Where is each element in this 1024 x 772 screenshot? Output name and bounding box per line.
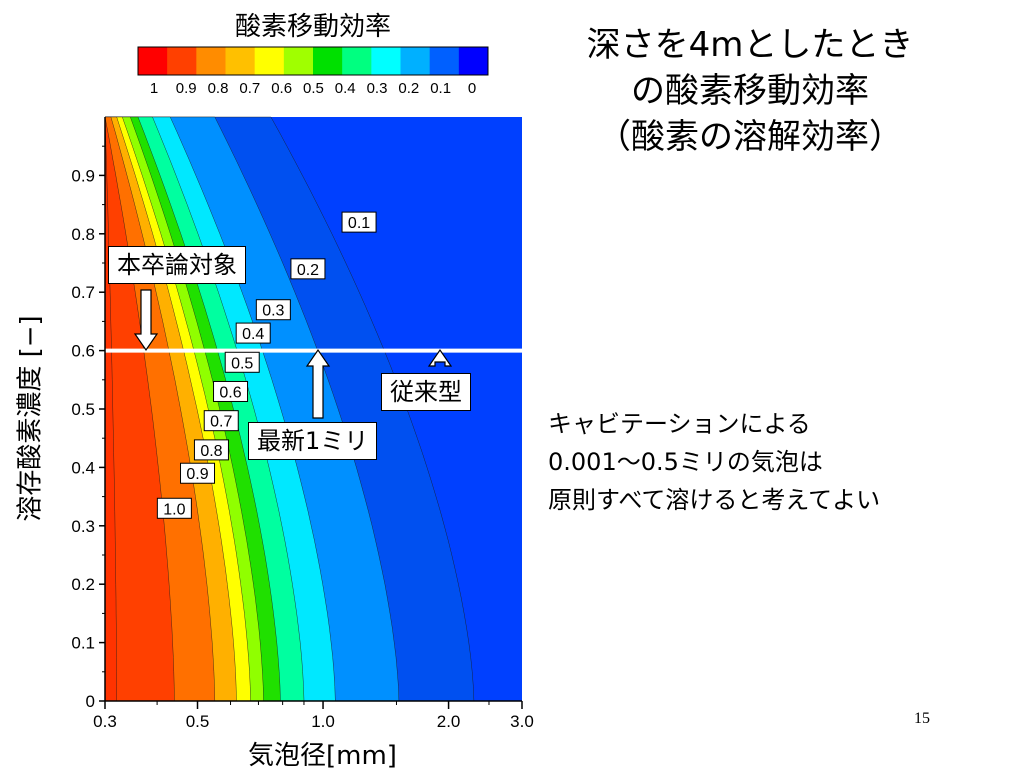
colorbar-swatch bbox=[458, 47, 489, 75]
page-number: 15 bbox=[914, 710, 930, 727]
slide-title-line: 深さを4mとしたとき bbox=[586, 25, 914, 65]
colorbar-swatch bbox=[225, 47, 256, 75]
colorbar-swatch bbox=[313, 47, 343, 75]
contour-label-box bbox=[156, 497, 192, 519]
contour-label: 0.7 bbox=[210, 414, 232, 431]
colorbar-tick-label: 0.8 bbox=[207, 80, 229, 97]
colorbar-tick-label: 0.6 bbox=[271, 80, 293, 97]
x-axis-label: 気泡径[mm] bbox=[248, 741, 397, 771]
colorbar-border bbox=[137, 46, 489, 76]
colorbar-swatch bbox=[400, 47, 431, 75]
contour-label-box bbox=[203, 410, 239, 432]
note-line: 原則すべて溶けると考えてよい bbox=[548, 486, 881, 514]
colorbar-swatch bbox=[167, 47, 197, 75]
annotation-conventional: 従来型 bbox=[381, 373, 471, 411]
contour-band-1.0 bbox=[104, 116, 117, 702]
x-tick-label: 0.3 bbox=[93, 712, 117, 731]
colorbar-swatch bbox=[429, 47, 460, 75]
arrow-up-icon bbox=[305, 348, 331, 419]
y-tick-label: 0.6 bbox=[71, 342, 95, 361]
colorbar-swatch bbox=[371, 47, 401, 75]
colorbar-tick-label: 0 bbox=[467, 80, 477, 97]
contour-label: 0.6 bbox=[219, 384, 241, 401]
contour-label-box bbox=[290, 258, 326, 280]
contour-label-box bbox=[255, 299, 291, 321]
contour-label-box bbox=[180, 462, 216, 484]
contour-label: 0.4 bbox=[242, 326, 264, 343]
colorbar-tick-label: 0.1 bbox=[430, 80, 452, 97]
contour-label: 0.8 bbox=[200, 443, 222, 460]
y-axis-label: 溶存酸素濃度 [−] bbox=[15, 315, 46, 522]
x-tick-label: 1.0 bbox=[311, 712, 335, 731]
y-tick-label: 0.4 bbox=[71, 458, 95, 477]
annotation-this-thesis: 本卒論対象 bbox=[108, 246, 246, 284]
contour-label: 0.9 bbox=[186, 466, 208, 483]
colorbar-tick-label: 0.3 bbox=[366, 80, 388, 97]
colorbar-tick-label: 0.9 bbox=[175, 80, 197, 97]
colorbar-swatch bbox=[254, 47, 285, 75]
y-tick-label: 0.7 bbox=[71, 283, 95, 302]
contour-label: 0.1 bbox=[348, 215, 370, 232]
contour-label: 0.5 bbox=[231, 355, 253, 372]
y-tick-label: 0.1 bbox=[71, 634, 95, 653]
colorbar-tick-label: 1 bbox=[149, 80, 159, 97]
contour-label: 0.3 bbox=[262, 303, 284, 320]
arrow-up-small-icon bbox=[427, 348, 453, 367]
annotation-new-1mm: 最新1ミリ bbox=[248, 422, 378, 460]
contour-label-box bbox=[193, 439, 229, 461]
y-tick-label: 0.9 bbox=[71, 166, 95, 185]
x-tick-label: 0.5 bbox=[186, 712, 210, 731]
contour-label: 1.0 bbox=[163, 501, 185, 518]
colorbar-swatch bbox=[283, 47, 314, 75]
cavitation-note: キャビテーションによる 0.001〜0.5ミリの気泡は 原則すべて溶けると考えて… bbox=[548, 405, 880, 519]
contour-label: 0.2 bbox=[297, 262, 319, 279]
slide-title-line: の酸素移動効率 bbox=[631, 71, 869, 111]
contour-label-box bbox=[341, 211, 377, 233]
y-tick-label: 0.8 bbox=[71, 225, 95, 244]
y-tick-label: 0 bbox=[86, 692, 95, 711]
colorbar-swatch bbox=[342, 47, 372, 75]
contour-label-box bbox=[224, 351, 260, 373]
y-tick-label: 0.3 bbox=[71, 517, 95, 536]
contour-label-box bbox=[213, 380, 249, 402]
x-tick-label: 3.0 bbox=[510, 712, 534, 731]
y-tick-label: 0.2 bbox=[71, 575, 95, 594]
colorbar-tick-label: 0.2 bbox=[398, 80, 420, 97]
slide-title-line: （酸素の溶解効率） bbox=[597, 117, 903, 157]
contour-label-box bbox=[235, 322, 271, 344]
arrow-down-icon bbox=[133, 289, 159, 352]
colorbar-tick-label: 0.7 bbox=[239, 80, 261, 97]
x-tick-label: 2.0 bbox=[437, 712, 461, 731]
slide-title: 深さを4mとしたとき の酸素移動効率 （酸素の溶解効率） bbox=[560, 22, 940, 160]
note-line: 0.001〜0.5ミリの気泡は bbox=[548, 448, 823, 476]
y-tick-label: 0.5 bbox=[71, 400, 95, 419]
colorbar-swatch bbox=[138, 47, 168, 75]
colorbar-title: 酸素移動効率 bbox=[234, 12, 391, 42]
colorbar-tick-label: 0.5 bbox=[303, 80, 324, 97]
colorbar-swatch bbox=[196, 47, 226, 75]
note-line: キャビテーションによる bbox=[548, 410, 811, 438]
colorbar-tick-label: 0.4 bbox=[334, 80, 356, 97]
